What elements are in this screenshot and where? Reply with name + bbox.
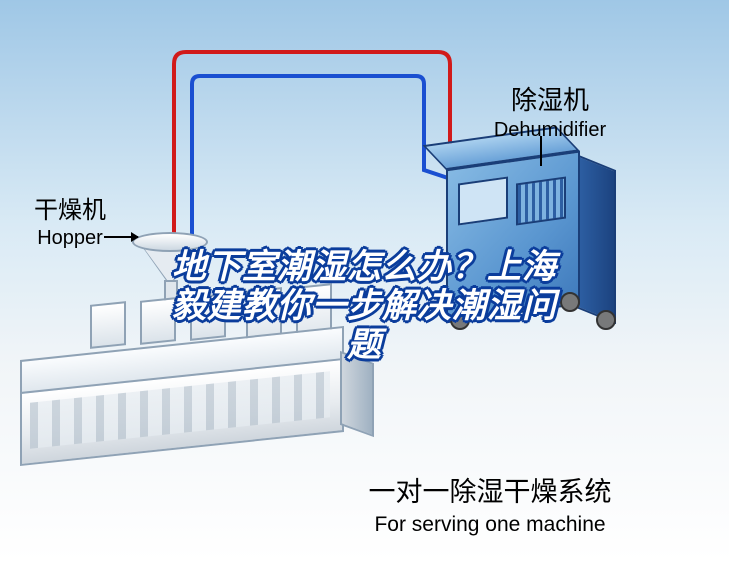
system-title-en: For serving one machine bbox=[310, 513, 670, 537]
dehumidifier-label-cn: 除湿机 bbox=[450, 80, 650, 117]
hopper-lid bbox=[132, 232, 208, 252]
dehumidifier-unit bbox=[436, 150, 616, 350]
dehumidifier-caster bbox=[450, 310, 470, 330]
hopper-label-en: Hopper bbox=[10, 227, 130, 250]
system-title: 一对一除湿干燥系统 For serving one machine bbox=[310, 470, 670, 537]
machine-cabinet bbox=[90, 301, 126, 349]
hopper-label-cn: 干燥机 bbox=[10, 190, 130, 225]
system-title-cn: 一对一除湿干燥系统 bbox=[310, 470, 670, 509]
dehumidifier-label-en: Dehumidifier bbox=[450, 119, 650, 142]
dehumidifier-caster bbox=[596, 310, 616, 330]
machine-cabinet bbox=[140, 297, 176, 345]
machine-base-side bbox=[340, 351, 374, 437]
hopper-label: 干燥机 Hopper bbox=[10, 190, 130, 250]
hopper-label-arrow bbox=[104, 236, 138, 238]
machine-cabinet bbox=[190, 293, 226, 341]
dehumidifier-side bbox=[576, 154, 616, 324]
dehumidifier-panel bbox=[458, 176, 508, 225]
dehumidifier-caster bbox=[560, 292, 580, 312]
dehumidifier-vent bbox=[516, 176, 566, 225]
dehumidifier-label: 除湿机 Dehumidifier bbox=[450, 80, 650, 142]
extruder-machine bbox=[0, 295, 380, 475]
